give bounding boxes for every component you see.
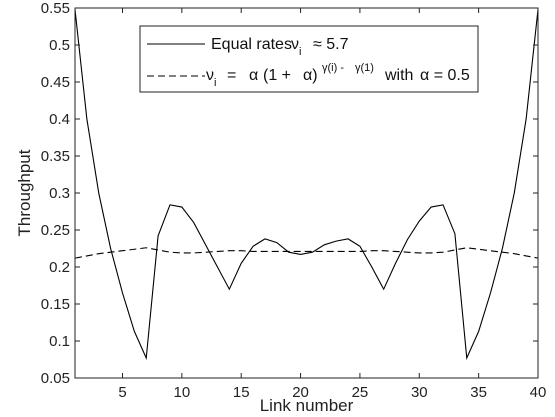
legend-entry-equal-rates: Equal ratesνi ≈ 5.7 xyxy=(211,36,349,58)
x-tick-label: 15 xyxy=(233,384,250,401)
x-axis-label: Link number xyxy=(260,396,354,415)
x-tick-label: 25 xyxy=(352,384,369,401)
proposed-rates-series-line xyxy=(74,247,539,259)
y-tick-label: 0.3 xyxy=(49,185,70,202)
legend-superscript-exponent: γ(i) - xyxy=(322,62,344,74)
equal-rates-series-line xyxy=(74,9,539,361)
x-tick-label: 30 xyxy=(411,384,428,401)
legend-symbol-nu: ν xyxy=(291,36,299,53)
legend-text-part: with xyxy=(384,67,413,84)
legend: Equal ratesνi ≈ 5.7νi = α (1 + α) γ(i) - γ(1) wi… xyxy=(139,25,479,93)
y-tick-label: 0.45 xyxy=(41,74,70,91)
y-tick-label: 0.2 xyxy=(49,259,70,276)
legend-subscript-i: i xyxy=(214,77,216,89)
x-tick-label: 35 xyxy=(470,384,487,401)
legend-symbol-alpha: α xyxy=(249,67,258,84)
legend-box xyxy=(139,25,479,93)
y-tick-label: 0.15 xyxy=(41,296,70,313)
x-tick-label: 40 xyxy=(530,384,547,401)
x-tick-label: 10 xyxy=(174,384,191,401)
legend-symbol-alpha: α) xyxy=(303,67,318,84)
x-tick-label: 5 xyxy=(118,384,126,401)
y-tick-label: 0.05 xyxy=(41,370,70,387)
legend-text-part: Equal rates xyxy=(211,36,292,53)
legend-text-part: ≈ 5.7 xyxy=(313,36,349,53)
ticks-layer xyxy=(75,7,539,379)
y-tick-label: 0.4 xyxy=(49,111,70,128)
y-tick-label: 0.25 xyxy=(41,222,70,239)
legend-text-part: α = 0.5 xyxy=(420,67,470,84)
x-tick-label: 20 xyxy=(292,384,309,401)
labels-layer: 5 10 15 20 25 30 35 40 0.05 0.1 0.15 0.2 0.25 0.3 0.35… xyxy=(15,0,546,415)
legend-symbol-nu: ν xyxy=(206,67,214,84)
legend-subscript-i: i xyxy=(299,46,301,58)
y-tick-label: 0.5 xyxy=(49,37,70,54)
y-tick-label: 0.1 xyxy=(49,333,70,350)
legend-text-part: (1 + xyxy=(263,67,291,84)
series-layer xyxy=(74,9,539,361)
legend-text-part: = xyxy=(227,67,236,84)
y-axis-label: Throughput xyxy=(15,149,34,236)
y-tick-label: 0.35 xyxy=(41,148,70,165)
y-tick-label: 0.55 xyxy=(41,0,70,17)
legend-superscript-exponent: γ(1) xyxy=(355,62,374,74)
legend-entry-proposed-rates: νi = α (1 + α) γ(i) - γ(1) with α = 0.5 xyxy=(206,62,470,89)
